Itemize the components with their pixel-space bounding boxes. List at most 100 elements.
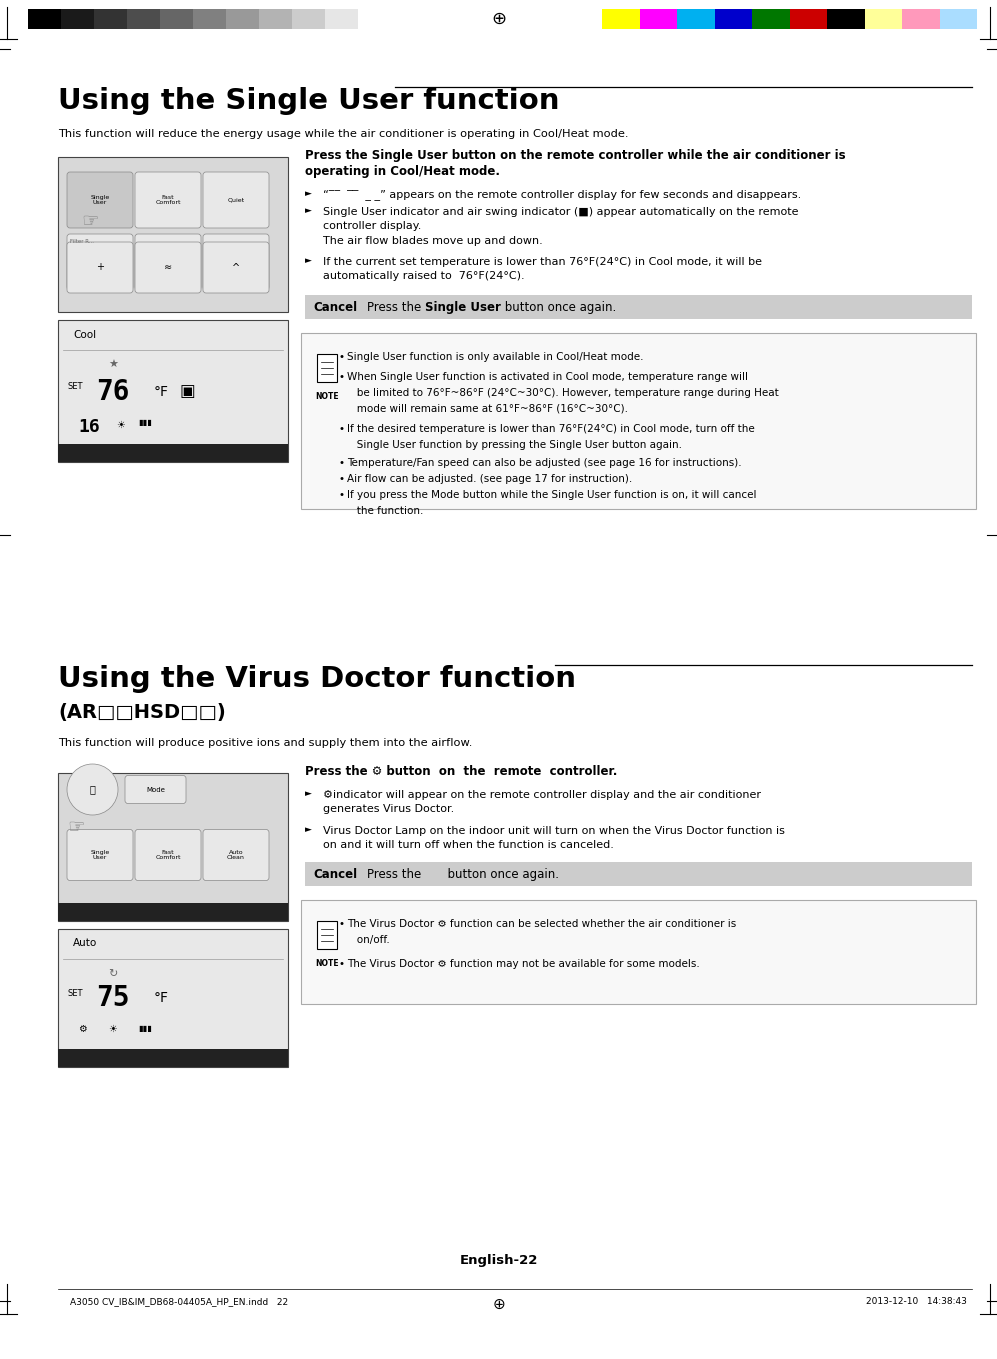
Text: ≈: ≈ [164, 262, 172, 273]
Text: Single User function is only available in Cool/Heat mode.: Single User function is only available i… [347, 352, 643, 361]
Text: Air flow can be adjusted. (see page 17 for instruction).: Air flow can be adjusted. (see page 17 f… [347, 473, 632, 484]
Text: •: • [338, 371, 344, 382]
Text: NOTE: NOTE [315, 958, 339, 968]
FancyBboxPatch shape [902, 10, 939, 29]
Text: (AR□□HSD□□): (AR□□HSD□□) [58, 703, 225, 722]
Text: +: + [96, 262, 104, 273]
FancyBboxPatch shape [301, 333, 976, 508]
FancyBboxPatch shape [939, 10, 977, 29]
Text: When Single User function is activated in Cool mode, temperature range will: When Single User function is activated i… [347, 371, 748, 382]
Text: Press the: Press the [367, 300, 425, 314]
Text: ☀: ☀ [108, 1023, 117, 1033]
Text: •: • [338, 958, 344, 969]
Text: A3050 CV_IB&IM_DB68-04405A_HP_EN.indd   22: A3050 CV_IB&IM_DB68-04405A_HP_EN.indd 22 [70, 1296, 288, 1306]
Text: °F: °F [154, 992, 169, 1006]
Text: 75: 75 [96, 984, 130, 1012]
FancyBboxPatch shape [715, 10, 752, 29]
Text: ⊕: ⊕ [493, 1296, 504, 1311]
FancyBboxPatch shape [135, 242, 201, 294]
FancyBboxPatch shape [28, 10, 61, 29]
Text: Mode: Mode [147, 787, 165, 792]
Text: Using the Virus Doctor function: Using the Virus Doctor function [58, 665, 576, 693]
FancyBboxPatch shape [58, 158, 288, 313]
Text: Quiet: Quiet [227, 197, 244, 202]
Text: °F: °F [154, 385, 169, 400]
Text: This function will produce positive ions and supply them into the airflow.: This function will produce positive ions… [58, 738, 473, 747]
Text: SET: SET [68, 382, 84, 391]
FancyBboxPatch shape [259, 10, 292, 29]
FancyBboxPatch shape [305, 295, 972, 318]
Text: ►: ► [305, 790, 312, 799]
Text: “‾‾  ‾‾  _ _” appears on the remote controller display for few seconds and disap: “‾‾ ‾‾ _ _” appears on the remote contro… [323, 189, 802, 200]
FancyBboxPatch shape [317, 920, 337, 949]
FancyBboxPatch shape [864, 10, 902, 29]
Text: the function.: the function. [347, 506, 424, 515]
Text: ⚙: ⚙ [78, 1023, 87, 1033]
Text: Single
User: Single User [91, 849, 110, 860]
FancyBboxPatch shape [125, 776, 186, 803]
FancyBboxPatch shape [58, 1049, 288, 1067]
Text: If the current set temperature is lower than 76°F(24°C) in Cool mode, it will be: If the current set temperature is lower … [323, 257, 762, 266]
FancyBboxPatch shape [827, 10, 864, 29]
Text: ⊕: ⊕ [491, 10, 506, 27]
Text: Cancel: Cancel [313, 300, 357, 314]
Text: SET: SET [68, 988, 84, 998]
Text: English-22: English-22 [460, 1254, 537, 1267]
Text: Auto
Clean: Auto Clean [227, 849, 245, 860]
Text: operating in Cool/Heat mode.: operating in Cool/Heat mode. [305, 164, 500, 178]
Text: automatically raised to  76°F(24°C).: automatically raised to 76°F(24°C). [323, 272, 524, 281]
Text: 16: 16 [78, 419, 100, 436]
FancyBboxPatch shape [602, 10, 639, 29]
Text: Press the Single User button on the remote controller while the air conditioner : Press the Single User button on the remo… [305, 149, 845, 162]
FancyBboxPatch shape [325, 10, 358, 29]
Text: The air flow blades move up and down.: The air flow blades move up and down. [323, 236, 542, 246]
FancyBboxPatch shape [639, 10, 677, 29]
Text: Cool: Cool [73, 330, 96, 340]
FancyBboxPatch shape [58, 902, 288, 920]
Text: ^: ^ [232, 262, 240, 273]
Text: ▮▮▮: ▮▮▮ [138, 419, 152, 427]
Text: Press the ⚙ button  on  the  remote  controller.: Press the ⚙ button on the remote control… [305, 765, 617, 777]
Text: •: • [338, 458, 344, 467]
FancyBboxPatch shape [677, 10, 715, 29]
Text: ►: ► [305, 207, 312, 216]
FancyBboxPatch shape [203, 173, 269, 228]
FancyBboxPatch shape [292, 10, 325, 29]
FancyBboxPatch shape [67, 829, 133, 881]
FancyBboxPatch shape [94, 10, 127, 29]
Text: Virus Doctor Lamp on the indoor unit will turn on when the Virus Doctor function: Virus Doctor Lamp on the indoor unit wil… [323, 825, 785, 836]
FancyBboxPatch shape [135, 234, 201, 289]
FancyBboxPatch shape [58, 444, 288, 462]
Text: on/off.: on/off. [347, 935, 390, 945]
Text: 2013-12-10   14:38:43: 2013-12-10 14:38:43 [866, 1296, 967, 1306]
FancyBboxPatch shape [203, 234, 269, 289]
FancyBboxPatch shape [67, 173, 133, 228]
Text: ►: ► [305, 257, 312, 265]
FancyBboxPatch shape [61, 10, 94, 29]
Text: Single
User: Single User [91, 194, 110, 205]
FancyBboxPatch shape [203, 829, 269, 881]
Text: ☞: ☞ [67, 818, 85, 837]
Text: Auto: Auto [73, 939, 98, 949]
Text: If the desired temperature is lower than 76°F(24°C) in Cool mode, turn off the: If the desired temperature is lower than… [347, 424, 755, 434]
FancyBboxPatch shape [58, 772, 288, 920]
Text: Single User function by pressing the Single User button again.: Single User function by pressing the Sin… [347, 439, 682, 450]
FancyBboxPatch shape [160, 10, 193, 29]
FancyBboxPatch shape [203, 242, 269, 294]
FancyBboxPatch shape [67, 242, 133, 294]
Text: 76: 76 [96, 378, 130, 406]
FancyBboxPatch shape [67, 764, 118, 815]
Text: controller display.: controller display. [323, 222, 422, 231]
Text: •: • [338, 489, 344, 500]
Text: Filter R...: Filter R... [70, 239, 94, 245]
Text: Temperature/Fan speed can also be adjusted (see page 16 for instructions).: Temperature/Fan speed can also be adjust… [347, 458, 742, 467]
FancyBboxPatch shape [790, 10, 827, 29]
FancyBboxPatch shape [193, 10, 226, 29]
Text: Cancel: Cancel [313, 868, 357, 881]
FancyBboxPatch shape [301, 900, 976, 1003]
Text: •: • [338, 352, 344, 361]
Text: This function will reduce the energy usage while the air conditioner is operatin: This function will reduce the energy usa… [58, 129, 628, 139]
Text: ☀: ☀ [116, 420, 125, 429]
Text: Single User: Single User [425, 300, 500, 314]
Text: ⚙indicator will appear on the remote controller display and the air conditioner: ⚙indicator will appear on the remote con… [323, 790, 761, 799]
